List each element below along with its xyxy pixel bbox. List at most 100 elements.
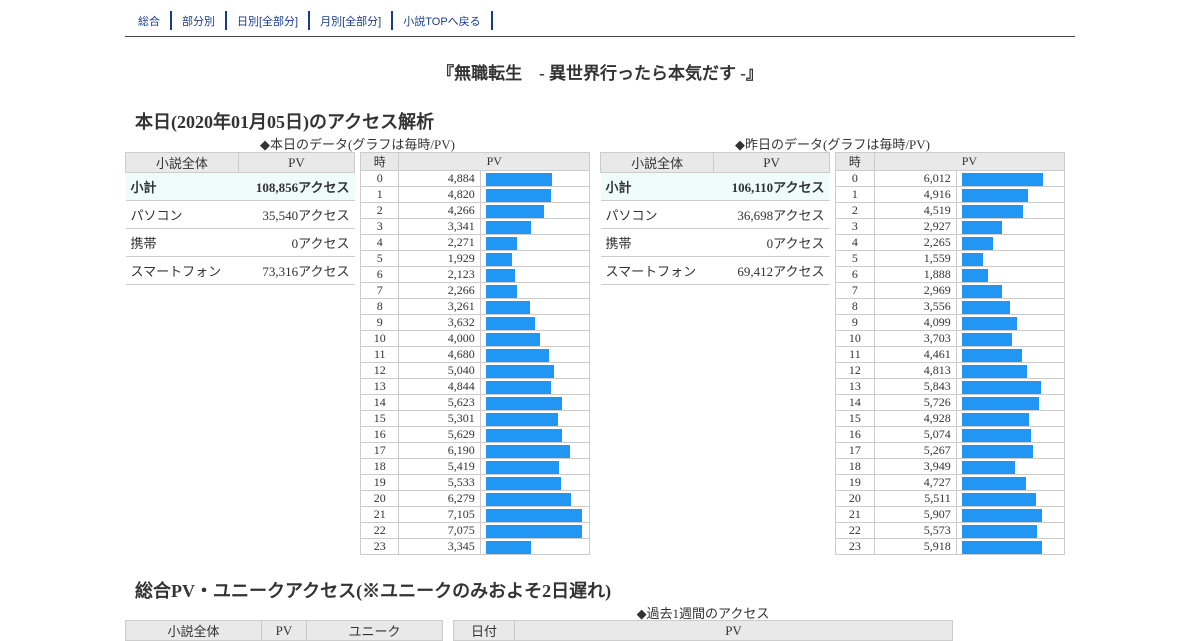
hourly-row: 20 5,511 [835, 490, 1066, 507]
pv-bar [961, 348, 1022, 362]
hourly-row: 8 3,261 [359, 298, 591, 315]
hourly-row: 10 4,000 [359, 330, 591, 347]
pv-bar [485, 316, 535, 330]
nav-link-overall[interactable]: 総合 [128, 11, 172, 30]
hourly-row: 21 7,105 [359, 506, 591, 523]
pv-cell: 7,075 [398, 522, 481, 539]
bar-cell [955, 458, 1066, 475]
novel-title: 『無職転生 - 異世界行ったら本気だす -』 [437, 64, 763, 83]
pv-cell: 5,301 [398, 410, 481, 427]
nav-link-daily[interactable]: 日別[全部分] [227, 11, 311, 30]
bar-cell [955, 426, 1066, 443]
pv-bar [485, 300, 530, 314]
hour-cell: 5 [359, 250, 400, 267]
pv-bar [485, 188, 551, 202]
hourly-row: 14 5,623 [359, 394, 591, 411]
pv-bar [961, 268, 988, 282]
hourly-header-hour: 時 [359, 152, 400, 171]
hourly-row: 0 6,012 [835, 170, 1066, 187]
hour-cell: 13 [835, 378, 875, 395]
week-table: 日付 PV [453, 620, 953, 641]
hourly-row: 17 6,190 [359, 442, 591, 459]
bar-cell [955, 490, 1066, 507]
bar-cell [955, 266, 1066, 283]
hour-cell: 15 [835, 410, 875, 427]
hourly-row: 21 5,907 [835, 506, 1066, 523]
hour-cell: 6 [359, 266, 400, 283]
pv-cell: 5,629 [398, 426, 481, 443]
hourly-row: 6 1,888 [835, 266, 1066, 283]
nav-link-monthly[interactable]: 月別[全部分] [310, 11, 394, 30]
hourly-row: 14 5,726 [835, 394, 1066, 411]
pv-bar [485, 268, 515, 282]
bar-cell [955, 330, 1066, 347]
total-header-novel: 小説全体 [125, 620, 262, 641]
hourly-row: 12 4,813 [835, 362, 1066, 379]
hourly-row: 1 4,820 [359, 186, 591, 203]
pv-bar [961, 204, 1023, 218]
hourly-row: 2 4,266 [359, 202, 591, 219]
hour-cell: 19 [359, 474, 400, 491]
summary-label: スマートフォン [125, 256, 239, 285]
hour-cell: 0 [835, 170, 875, 187]
pv-bar [485, 524, 582, 538]
pv-bar [961, 172, 1043, 186]
pv-cell: 5,267 [873, 442, 957, 459]
pv-bar [961, 364, 1027, 378]
hourly-row: 11 4,680 [359, 346, 591, 363]
bar-cell [479, 490, 591, 507]
summary-row-pc: パソコン 35,540アクセス [125, 200, 355, 229]
pv-bar [961, 316, 1017, 330]
total-header-pv: PV [260, 620, 308, 641]
bar-cell [479, 266, 591, 283]
summary-row-smartphone: スマートフォン 69,412アクセス [600, 256, 830, 285]
bar-cell [479, 170, 591, 187]
pv-cell: 2,927 [873, 218, 957, 235]
today-section-title: 本日(2020年01月05日)のアクセス解析 [135, 112, 435, 132]
hour-cell: 1 [835, 186, 875, 203]
hourly-row: 22 5,573 [835, 522, 1066, 539]
pv-cell: 2,265 [873, 234, 957, 251]
divider [125, 36, 1075, 37]
hour-cell: 7 [835, 282, 875, 299]
pv-cell: 4,916 [873, 186, 957, 203]
bar-cell [479, 298, 591, 315]
pv-cell: 3,632 [398, 314, 481, 331]
pv-bar [961, 236, 993, 250]
nav-link-by-part[interactable]: 部分別 [172, 11, 227, 30]
bar-cell [479, 186, 591, 203]
hourly-row: 18 3,949 [835, 458, 1066, 475]
bar-cell [955, 378, 1066, 395]
bar-cell [955, 250, 1066, 267]
hourly-row: 10 3,703 [835, 330, 1066, 347]
pv-cell: 3,556 [873, 298, 957, 315]
bar-cell [479, 282, 591, 299]
summary-label: 小計 [600, 172, 714, 201]
pv-bar [485, 332, 540, 346]
hourly-row: 8 3,556 [835, 298, 1066, 315]
pv-bar [961, 476, 1026, 490]
pv-cell: 5,419 [398, 458, 481, 475]
summary-label: 携帯 [600, 228, 714, 257]
bar-cell [479, 426, 591, 443]
bar-cell [479, 378, 591, 395]
hour-cell: 0 [359, 170, 400, 187]
bar-cell [955, 218, 1066, 235]
bar-cell [955, 186, 1066, 203]
hourly-row: 3 3,341 [359, 218, 591, 235]
hourly-row: 5 1,929 [359, 250, 591, 267]
hourly-row: 18 5,419 [359, 458, 591, 475]
pv-cell: 4,727 [873, 474, 957, 491]
pv-bar [485, 380, 551, 394]
nav-link-novel-top[interactable]: 小説TOPへ戻る [393, 11, 493, 30]
pv-cell: 3,703 [873, 330, 957, 347]
hour-cell: 10 [359, 330, 400, 347]
total-header-unique: ユニーク [306, 620, 443, 641]
pv-cell: 5,533 [398, 474, 481, 491]
today-summary-table: 小説全体 PV 小計 108,856アクセス パソコン 35,540アクセス 携… [125, 152, 356, 285]
summary-value: 73,316アクセス [238, 256, 355, 285]
hour-cell: 23 [359, 538, 400, 555]
pv-cell: 7,105 [398, 506, 481, 523]
hourly-row: 5 1,559 [835, 250, 1066, 267]
pv-cell: 5,040 [398, 362, 481, 379]
